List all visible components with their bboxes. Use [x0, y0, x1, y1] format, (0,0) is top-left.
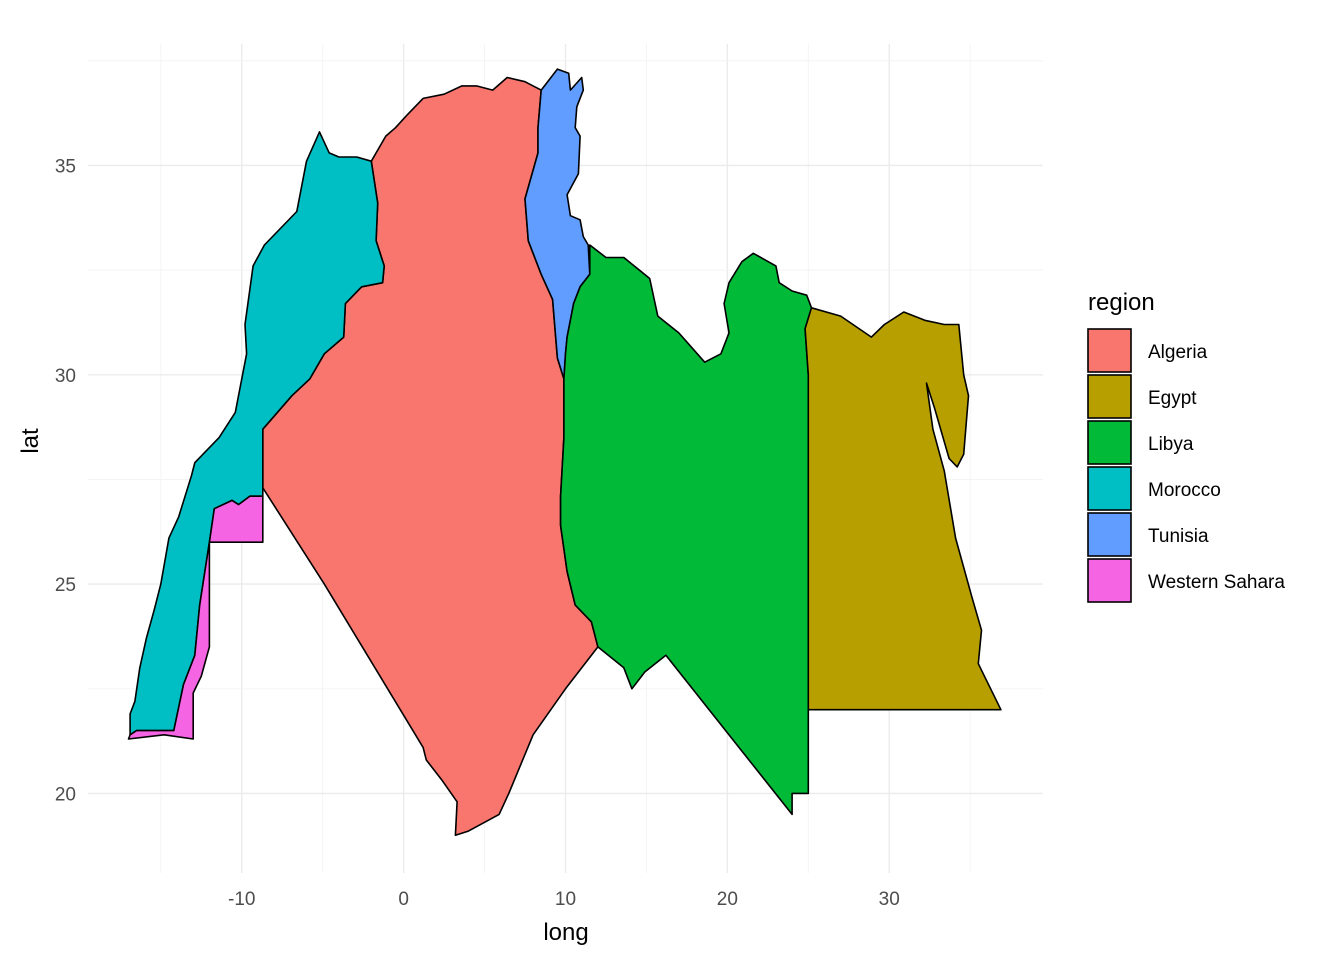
legend-key-algeria	[1087, 328, 1132, 373]
x-tick-label: 0	[398, 889, 409, 910]
legend-key-egypt	[1087, 374, 1132, 419]
region-western-sahara	[127, 495, 264, 740]
legend-label: Tunisia	[1148, 526, 1209, 547]
country-regions	[127, 68, 1002, 837]
region-egypt	[804, 306, 1002, 711]
legend-label: Morocco	[1148, 480, 1221, 501]
legend-key-morocco	[1087, 466, 1132, 511]
x-tick-label: 20	[717, 889, 738, 910]
legend-label: Egypt	[1148, 388, 1197, 409]
legend-key-western-sahara	[1087, 558, 1132, 603]
y-axis-ticks: 20 25 30 35	[55, 156, 76, 805]
legend-title: region	[1088, 289, 1155, 316]
x-tick-label: 30	[879, 889, 900, 910]
legend-key-libya	[1087, 420, 1132, 465]
y-tick-label: 25	[55, 575, 76, 596]
y-axis-title: lat	[17, 428, 44, 454]
legend-label: Algeria	[1148, 342, 1208, 363]
y-tick-label: 20	[55, 784, 76, 805]
legend: region Algeria Egypt Libya Morocco Tunisia We…	[1087, 289, 1285, 603]
x-axis-title: long	[543, 919, 588, 946]
y-tick-label: 30	[55, 366, 76, 387]
legend-label: Libya	[1148, 434, 1194, 455]
x-tick-label: 10	[555, 889, 576, 910]
x-axis-ticks: -10 0 10 20 30	[228, 889, 900, 910]
x-tick-label: -10	[228, 889, 255, 910]
y-tick-label: 35	[55, 156, 76, 177]
region-libya	[559, 244, 813, 816]
legend-label: Western Sahara	[1148, 572, 1285, 593]
legend-key-tunisia	[1087, 512, 1132, 557]
